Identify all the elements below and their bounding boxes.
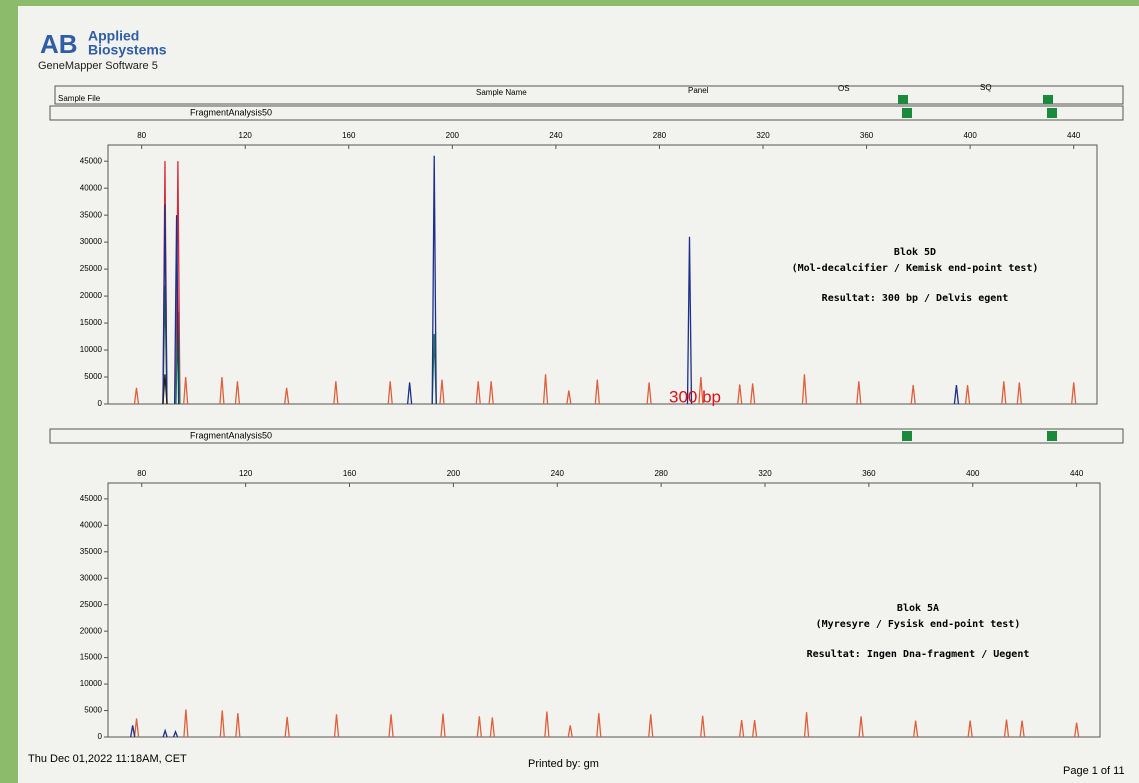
- y-tick-label: 45000: [80, 156, 103, 165]
- annotation: Blok 5A: [897, 603, 939, 614]
- x-tick-label: 120: [239, 131, 253, 140]
- column-header: Sample Name: [476, 88, 527, 97]
- x-tick-label: 160: [342, 131, 356, 140]
- y-tick-label: 45000: [80, 494, 103, 503]
- x-tick-label: 80: [137, 469, 146, 478]
- column-header: SQ: [980, 83, 992, 92]
- y-tick-label: 25000: [80, 264, 103, 273]
- x-tick-label: 200: [447, 469, 461, 478]
- x-tick-label: 360: [862, 469, 876, 478]
- y-tick-label: 20000: [80, 291, 103, 300]
- x-tick-label: 400: [963, 131, 977, 140]
- y-tick-label: 0: [98, 399, 103, 408]
- page: AB Applied Biosystems GeneMapper Softwar…: [0, 0, 1139, 783]
- logo-mark: AB: [40, 29, 78, 59]
- x-tick-label: 240: [549, 131, 563, 140]
- x-tick-label: 440: [1067, 131, 1081, 140]
- indicator: [1047, 431, 1057, 441]
- y-tick-label: 40000: [80, 183, 103, 192]
- column-header: Sample File: [58, 94, 101, 103]
- footer-date: Thu Dec 01,2022 11:18AM, CET: [28, 753, 187, 765]
- paper: [18, 6, 1139, 783]
- indicator: [1047, 108, 1057, 118]
- indicator: [902, 431, 912, 441]
- os-indicator: [898, 95, 908, 104]
- y-tick-label: 30000: [80, 573, 103, 582]
- indicator: [902, 108, 912, 118]
- y-tick-label: 25000: [80, 600, 103, 609]
- x-tick-label: 80: [137, 131, 146, 140]
- panel-label: FragmentAnalysis50: [190, 107, 272, 117]
- y-tick-label: 15000: [80, 653, 103, 662]
- footer-page: Page 1 of 11: [1063, 765, 1125, 777]
- column-header: OS: [838, 84, 850, 93]
- x-tick-label: 440: [1070, 469, 1084, 478]
- annotation: (Mol-decalcifier / Kemisk end-point test…: [792, 262, 1039, 274]
- marker-label: 300 bp: [669, 387, 721, 406]
- y-tick-label: 15000: [80, 318, 103, 327]
- x-tick-label: 200: [446, 131, 460, 140]
- y-tick-label: 0: [98, 732, 103, 741]
- annotation: Blok 5D: [894, 247, 936, 258]
- column-header: Panel: [688, 86, 709, 95]
- panel-label: FragmentAnalysis50: [190, 430, 272, 440]
- x-tick-label: 280: [653, 131, 667, 140]
- footer-printed: Printed by: gm: [528, 758, 599, 770]
- x-tick-label: 240: [551, 469, 565, 478]
- software: GeneMapper Software 5: [38, 60, 158, 72]
- x-tick-label: 320: [758, 469, 772, 478]
- annotation: Resultat: Ingen Dna-fragment / Uegent: [807, 649, 1030, 660]
- y-tick-label: 35000: [80, 547, 103, 556]
- y-tick-label: 10000: [80, 345, 103, 354]
- x-tick-label: 320: [756, 131, 770, 140]
- sq-indicator: [1043, 95, 1053, 104]
- annotation: Resultat: 300 bp / Delvis egent: [822, 292, 1009, 304]
- brand: Biosystems: [88, 42, 167, 58]
- y-tick-label: 40000: [80, 520, 103, 529]
- y-tick-label: 5000: [84, 706, 102, 715]
- y-tick-label: 35000: [80, 210, 103, 219]
- x-tick-label: 120: [239, 469, 253, 478]
- x-tick-label: 280: [654, 469, 668, 478]
- y-tick-label: 30000: [80, 237, 103, 246]
- x-tick-label: 160: [343, 469, 357, 478]
- x-tick-label: 400: [966, 469, 980, 478]
- y-tick-label: 5000: [84, 372, 102, 381]
- report: AB Applied Biosystems GeneMapper Softwar…: [0, 0, 1139, 783]
- y-tick-label: 10000: [80, 679, 103, 688]
- x-tick-label: 360: [860, 131, 874, 140]
- annotation: (Myresyre / Fysisk end-point test): [816, 618, 1021, 630]
- y-tick-label: 20000: [80, 626, 103, 635]
